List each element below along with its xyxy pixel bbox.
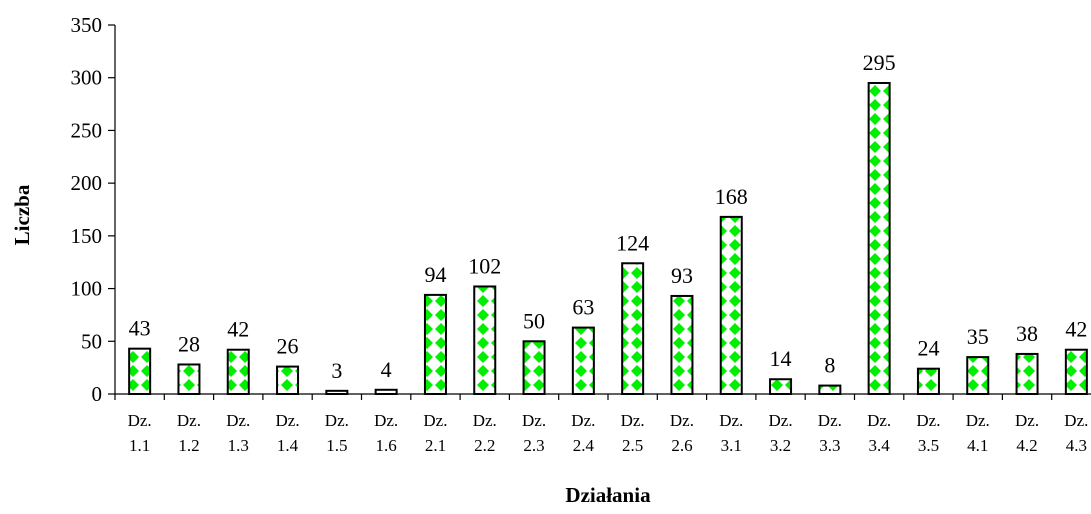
y-tick-label: 250 <box>71 118 103 142</box>
data-label: 3 <box>331 358 342 383</box>
bar <box>966 356 990 396</box>
x-tick-label: Dz. <box>276 411 300 430</box>
x-tick-label: 1.4 <box>277 436 299 455</box>
x-tick-label: 3.5 <box>918 436 939 455</box>
x-tick-label: Dz. <box>374 411 398 430</box>
data-label: 35 <box>967 324 989 349</box>
bar <box>276 365 300 395</box>
x-tick-label: 3.1 <box>721 436 742 455</box>
y-tick-label: 350 <box>71 13 103 37</box>
x-tick-label: 3.3 <box>819 436 840 455</box>
x-tick-label: 4.1 <box>967 436 988 455</box>
bar <box>128 347 152 395</box>
x-tick-label: Dz. <box>1015 411 1039 430</box>
bar <box>226 348 250 395</box>
y-tick-label: 100 <box>71 277 103 301</box>
data-label: 14 <box>770 346 792 371</box>
data-label: 124 <box>616 230 649 255</box>
x-tick-label: Dz. <box>1064 411 1088 430</box>
y-tick-label: 200 <box>71 171 103 195</box>
data-label: 38 <box>1016 321 1038 346</box>
x-tick-label: 1.6 <box>376 436 397 455</box>
bar <box>916 367 940 395</box>
x-tick-label: 4.3 <box>1066 436 1087 455</box>
y-tick-label: 300 <box>71 66 103 90</box>
data-label: 28 <box>178 331 200 356</box>
bar <box>374 388 398 396</box>
data-label: 43 <box>129 316 151 341</box>
x-tick-label: 1.1 <box>129 436 150 455</box>
y-axis-title: Liczba <box>10 184 34 245</box>
data-label: 26 <box>277 334 299 359</box>
data-label: 93 <box>671 263 693 288</box>
bar <box>571 326 595 395</box>
x-tick-label: Dz. <box>818 411 842 430</box>
data-label: 24 <box>917 336 939 361</box>
x-tick-label: 1.5 <box>326 436 347 455</box>
y-tick-label: 150 <box>71 224 103 248</box>
x-tick-label: 2.4 <box>573 436 595 455</box>
data-label: 50 <box>523 308 545 333</box>
x-tick-label: Dz. <box>177 411 201 430</box>
x-tick-label: 1.3 <box>228 436 249 455</box>
data-label: 42 <box>1065 317 1087 342</box>
x-tick-label: 1.2 <box>178 436 199 455</box>
bar <box>177 363 201 396</box>
bar <box>1064 348 1088 395</box>
data-label: 4 <box>381 357 392 382</box>
x-tick-label: Dz. <box>867 411 891 430</box>
x-tick-label: 3.2 <box>770 436 791 455</box>
data-label: 94 <box>424 262 446 287</box>
x-tick-label: 2.5 <box>622 436 643 455</box>
x-tick-label: Dz. <box>128 411 152 430</box>
x-tick-label: 2.6 <box>671 436 692 455</box>
x-tick-label: Dz. <box>966 411 990 430</box>
x-tick-label: Dz. <box>473 411 497 430</box>
x-tick-label: 2.1 <box>425 436 446 455</box>
x-tick-label: Dz. <box>769 411 793 430</box>
x-tick-label: Dz. <box>325 411 349 430</box>
x-axis-title: Działania <box>565 483 651 507</box>
data-label: 42 <box>227 317 249 342</box>
data-label: 102 <box>468 253 501 278</box>
bar <box>522 340 546 395</box>
data-label: 168 <box>715 184 748 209</box>
x-tick-label: 2.2 <box>474 436 495 455</box>
x-tick-label: 2.3 <box>523 436 544 455</box>
bar <box>719 215 743 395</box>
bar <box>818 384 842 395</box>
bar <box>769 378 793 395</box>
x-tick-label: Dz. <box>719 411 743 430</box>
data-label: 8 <box>824 353 835 378</box>
data-label: 295 <box>863 50 896 75</box>
x-tick-label: Dz. <box>571 411 595 430</box>
x-tick-label: Dz. <box>226 411 250 430</box>
bar <box>473 285 497 395</box>
x-tick-label: Dz. <box>670 411 694 430</box>
bar <box>423 293 447 396</box>
x-tick-label: Dz. <box>916 411 940 430</box>
bar <box>621 262 645 396</box>
x-tick-label: Dz. <box>423 411 447 430</box>
x-tick-label: 3.4 <box>869 436 891 455</box>
y-tick-label: 0 <box>92 382 103 406</box>
y-tick-label: 50 <box>81 329 102 353</box>
plot-area: 05010015020025030035043Dz.1.128Dz.1.242D… <box>71 13 1091 455</box>
x-tick-label: 4.2 <box>1016 436 1037 455</box>
bar <box>325 389 349 395</box>
bar <box>1015 352 1039 395</box>
bar <box>867 81 891 395</box>
x-tick-label: Dz. <box>621 411 645 430</box>
x-tick-label: Dz. <box>522 411 546 430</box>
data-label: 63 <box>572 295 594 320</box>
bar <box>670 294 694 395</box>
